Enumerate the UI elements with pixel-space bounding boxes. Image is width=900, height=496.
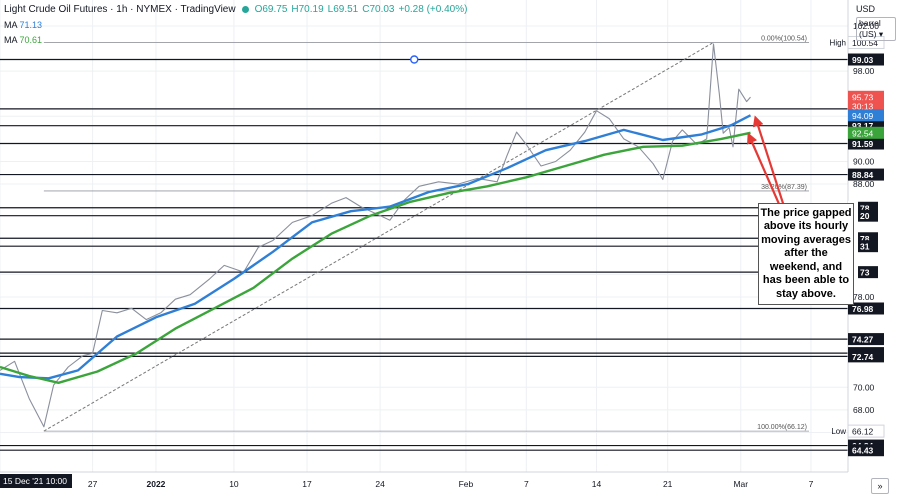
- level-tag-label: 78: [860, 234, 870, 244]
- ma-legend-1[interactable]: MA 71.13: [4, 20, 42, 30]
- level-handle: [410, 55, 419, 64]
- time-axis: 15 Dec '21 10:00 27 2022 10 17 24 Feb 7 14 21 Mar 7: [0, 471, 848, 496]
- price-tick-label: 98.00: [853, 66, 875, 76]
- time-tick-label: 7: [809, 479, 814, 489]
- annotation-callout[interactable]: The price gapped above its hourly moving…: [758, 203, 854, 305]
- price-series: [0, 43, 752, 428]
- price-tag-label: 94.09: [852, 111, 874, 121]
- chevron-down-icon: ▾: [878, 29, 884, 39]
- price-tag-label: 92.54: [852, 128, 874, 138]
- crosshair-time-bg: [0, 474, 72, 488]
- price-tag-bg: [848, 100, 884, 113]
- chart-grid: [0, 0, 848, 472]
- ma-legend-2[interactable]: MA 70.61: [4, 35, 42, 45]
- ohlc-low: L69.51: [327, 4, 359, 15]
- currency-panel: USD barrel (US) ▾: [856, 4, 896, 41]
- unit-label: barrel (US): [859, 18, 881, 39]
- level-tag-label: 73: [860, 268, 870, 278]
- fibonacci-label: 38.20%(87.39): [761, 184, 807, 191]
- price-tag-label: 100.54: [852, 38, 878, 48]
- horizontal-levels: 0.00%(100.54) 38.20%(87.39) 100.00%(66.12): [0, 35, 848, 451]
- price-tag-label: 95.73: [852, 92, 874, 102]
- crosshair-time-label: 15 Dec '21 10:00: [3, 476, 67, 486]
- level-tag-bg: [848, 168, 884, 181]
- level-tag-label: 64.43: [852, 446, 874, 456]
- price-tag-bg: [847, 35, 885, 49]
- price-tag-bg: [848, 126, 884, 139]
- price-axis: 102.0098.0094.0090.0088.0080.0078.0070.0…: [847, 0, 900, 472]
- time-tick-label: Feb: [459, 479, 474, 489]
- price-tick-label: 68.00: [853, 405, 875, 415]
- level-tag-label: 91.59: [852, 139, 874, 149]
- level-tag-bg: [848, 137, 884, 150]
- level-tag-label: 31: [860, 242, 870, 252]
- time-tick-label: 14: [592, 479, 602, 489]
- level-tag-bg: [848, 444, 884, 457]
- symbol-title[interactable]: Light Crude Oil Futures · 1h · NYMEX · T…: [4, 4, 236, 15]
- time-tick-label: 2022: [146, 479, 165, 489]
- moving-average-line: [0, 131, 751, 384]
- ma-label: MA: [4, 20, 18, 30]
- level-tag-label: 88.84: [852, 170, 874, 180]
- time-tick-label: 21: [663, 479, 673, 489]
- ohlc-close: C70.03: [362, 4, 395, 15]
- price-tick-label: 88.00: [853, 179, 875, 189]
- extreme-label: High: [830, 38, 846, 47]
- currency-code: USD: [856, 4, 876, 14]
- time-axis-bg: [0, 472, 848, 496]
- price-tick-label: 78.00: [853, 292, 875, 302]
- level-tag-bg: [848, 302, 884, 315]
- price-tag-bg: [847, 424, 885, 438]
- level-tag-label: 99.03: [852, 55, 874, 65]
- ohlc-change: +0.28 (+0.40%): [398, 4, 468, 15]
- time-tick-label: Mar: [733, 479, 748, 489]
- ma-value: 70.61: [19, 35, 43, 45]
- level-tag-label: 20: [860, 211, 870, 221]
- market-status-icon: [241, 6, 249, 13]
- level-tag-label: 78: [860, 203, 870, 213]
- fibonacci-label: 0.00%(100.54): [761, 35, 807, 42]
- level-tag-bg: [848, 333, 884, 346]
- time-tick-label: 17: [302, 479, 312, 489]
- price-tag-label: 30:13: [852, 102, 874, 112]
- level-tag-label: 76.98: [852, 304, 874, 314]
- price-tag-bg: [848, 109, 884, 122]
- ohlc-high: H70.19: [291, 4, 324, 15]
- level-tag-label: 93.17: [852, 121, 874, 131]
- price-tag-label: 66.12: [852, 427, 874, 437]
- go-to-end-button[interactable]: »: [871, 478, 889, 494]
- level-tag-label: 72.74: [852, 352, 874, 362]
- price-tag-bg: [848, 90, 884, 103]
- ma-label: MA: [4, 35, 18, 45]
- chart-header: Light Crude Oil Futures · 1h · NYMEX · T…: [4, 4, 467, 15]
- level-tag-label: 74.27: [852, 335, 874, 345]
- unit-selector[interactable]: barrel (US) ▾: [856, 17, 896, 41]
- ohlc-open: O69.75: [254, 4, 288, 15]
- double-chevron-right-icon: »: [877, 481, 883, 491]
- trendline: [43, 42, 714, 432]
- price-tick-label: 90.00: [853, 156, 875, 166]
- price-tick-label: 102.00: [853, 21, 879, 31]
- level-tag-bg: [848, 53, 884, 66]
- ma-value: 71.13: [19, 20, 43, 30]
- moving-average-line: [0, 114, 752, 380]
- time-tick-label: 27: [88, 479, 98, 489]
- extreme-label: Low: [831, 427, 846, 436]
- level-tag-bg: [848, 350, 884, 363]
- price-line: [0, 43, 751, 428]
- time-tick-label: 24: [375, 479, 385, 489]
- annotation-text: The price gapped above its hourly moving…: [760, 206, 852, 300]
- price-tick-label: 70.00: [853, 382, 875, 392]
- time-tick-label: 10: [229, 479, 239, 489]
- time-tick-label: 7: [524, 479, 529, 489]
- fibonacci-label: 100.00%(66.12): [757, 424, 807, 431]
